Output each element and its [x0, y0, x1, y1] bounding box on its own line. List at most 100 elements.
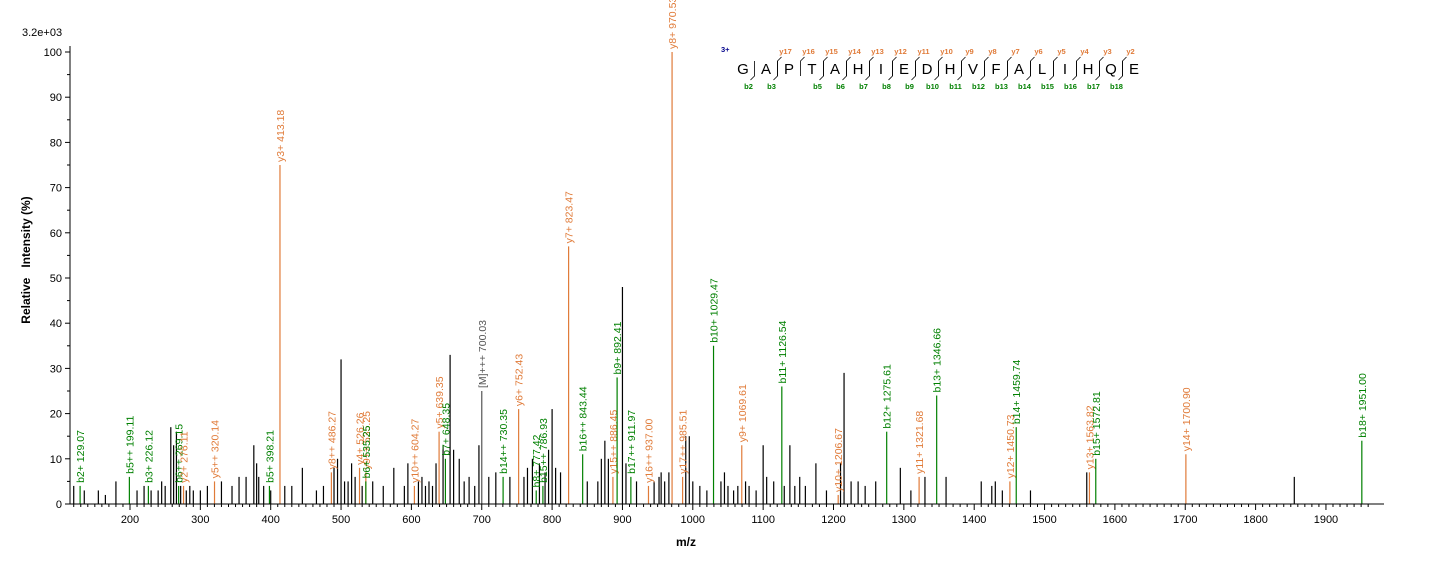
b-ion-label: b13 [995, 82, 1008, 91]
y-cleavage-mark [1076, 56, 1081, 76]
y-cleavage-mark [961, 56, 966, 76]
sequence-residue: F [991, 61, 1000, 78]
peak-label: y10++ 604.27 [409, 419, 421, 483]
x-tick-label: 1600 [1103, 514, 1127, 526]
sequence-residue: D [922, 61, 933, 78]
y-cleavage-mark [915, 56, 920, 76]
b-cleavage-mark [819, 61, 824, 81]
peak-label: b8+ 777.42 [531, 434, 543, 487]
peak-label: y10+ 1206.67 [833, 428, 845, 492]
b-cleavage-mark [980, 61, 985, 81]
peak-label: b5+ 398.21 [264, 430, 276, 483]
b-cleavage-mark [865, 61, 870, 81]
b-ion-label: b6 [836, 82, 845, 91]
peak-label: y7+ 823.47 [564, 191, 576, 243]
sequence-residue: P [784, 61, 794, 78]
y-ion-label: y10 [940, 47, 953, 56]
b-cleavage-mark [957, 61, 962, 81]
y-tick-label: 10 [50, 454, 62, 466]
x-tick-label: 200 [121, 514, 139, 526]
y-tick-label: 20 [50, 409, 62, 421]
sequence-residue: A [830, 61, 840, 78]
y-tick-label: 60 [50, 228, 62, 240]
plot-area: b2+ 129.07 b5++ 199.11 b3+ 226.12 b6++ 269.… [73, 0, 1369, 504]
charge-state-label: 3+ [721, 45, 730, 54]
peak-label: y5++ 320.14 [210, 420, 222, 479]
sequence-residue: A [761, 61, 771, 78]
peak-label: y6+ 752.43 [514, 354, 526, 406]
y-cleavage-mark [938, 56, 943, 76]
peak-label: b16++ 843.44 [578, 386, 590, 451]
x-tick-label: 1500 [1032, 514, 1056, 526]
peak-label: y2+ 276.11 [179, 431, 191, 483]
b-ion-label: b15 [1041, 82, 1054, 91]
peak-label: y8++ 486.27 [326, 411, 338, 470]
y-ion-label: y16 [802, 47, 815, 56]
b-ion-label: b17 [1087, 82, 1100, 91]
peak-label: y15++ 886.45 [608, 409, 620, 473]
b-cleavage-mark [934, 61, 939, 81]
sequence-residue: L [1038, 61, 1046, 78]
peak-label: b6++ 269.15 [174, 424, 186, 483]
y-cleavage-mark [892, 56, 897, 76]
y-ion-label: y9 [965, 47, 973, 56]
peak-label: b14++ 730.35 [498, 409, 510, 474]
b-ion-label: b18 [1110, 82, 1123, 91]
b-cleavage-mark [1049, 61, 1054, 81]
y-ion-label: y17 [779, 47, 792, 56]
y-ion-label: y11 [917, 47, 929, 56]
y-cleavage-mark [823, 56, 828, 76]
peak-label: y9++ 535.25 [361, 411, 373, 470]
x-tick-label: 900 [613, 514, 631, 526]
x-tick-label: 1000 [681, 514, 705, 526]
y-cleavage-mark [1007, 56, 1012, 76]
intensity-scale-label: 3.2e+03 [22, 27, 62, 39]
b-ion-label: b16 [1064, 82, 1077, 91]
y-tick-label: 70 [50, 183, 62, 195]
y-cleavage-mark [869, 56, 874, 76]
x-tick-label: 400 [262, 514, 280, 526]
peak-label: b10+ 1029.47 [709, 278, 721, 343]
peak-label: y5+ 639.35 [434, 376, 446, 428]
b-cleavage-mark [1003, 61, 1008, 81]
sequence-residue: Q [1105, 61, 1117, 78]
b-ion-label: b5 [813, 82, 822, 91]
b-ion-label: b2 [744, 82, 753, 91]
sequence-residue: H [853, 61, 864, 78]
peak-label: b3+ 226.12 [143, 430, 155, 483]
peak-label: b7+ 648.35 [440, 403, 452, 456]
y-ion-label: y14 [848, 47, 861, 56]
peak-label: b11+ 1126.54 [777, 320, 789, 383]
peak-label: b18+ 1951.00 [1357, 373, 1369, 438]
x-tick-label: 1700 [1173, 514, 1197, 526]
sequence-residue: E [1129, 61, 1139, 78]
b-cleavage-mark [888, 61, 893, 81]
peak-label: b15++ 786.93 [538, 418, 550, 483]
y-ion-label: y3 [1103, 47, 1111, 56]
y-axis-title: Relative Intensity (%) [19, 196, 33, 323]
b-ion-label: b11 [949, 82, 962, 91]
sequence-residue: T [807, 61, 816, 78]
peak-label: y9+ 1069.61 [737, 384, 749, 442]
x-tick-label: 1400 [962, 514, 986, 526]
y-cleavage-mark [984, 56, 989, 76]
peak-label: y17++ 985.51 [678, 409, 690, 473]
peak-label: y3+ 413.18 [275, 110, 287, 162]
x-tick-label: 1100 [751, 514, 775, 526]
peak-label: y14+ 1700.90 [1181, 387, 1193, 451]
b-ion-label: b8 [882, 82, 891, 91]
sequence-residue: V [968, 61, 978, 78]
y-tick-label: 100 [44, 47, 62, 59]
y-ion-label: y4 [1080, 47, 1089, 56]
b-cleavage-mark [911, 61, 916, 81]
peak-label: b12+ 1275.61 [882, 364, 894, 429]
b-cleavage-mark [842, 61, 847, 81]
x-tick-label: 1800 [1243, 514, 1267, 526]
y-ion-label: y15 [825, 47, 838, 56]
b-ion-label: b3 [767, 82, 776, 91]
y-cleavage-mark [777, 56, 782, 76]
y-ion-label: y6 [1034, 47, 1042, 56]
x-axis: 200 300 400 500 600 700 800 900 1000 1100 1200 1300… [70, 503, 1384, 526]
y-tick-label: 50 [50, 273, 62, 285]
